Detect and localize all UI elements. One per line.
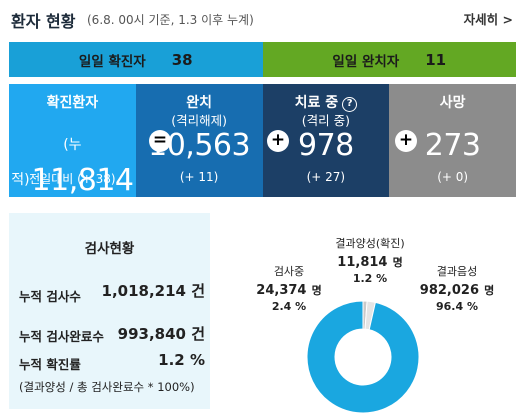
help-icon[interactable]: ? [342,97,358,112]
label-negative-unit: 명 [484,284,495,297]
stat-released-subtitle: (격리해제) [171,113,227,128]
stat-confirmed-value-line: (누적)11,814 [9,128,136,198]
daily-summary: 일일 확진자 38 일일 완치자 11 [9,42,516,77]
daily-confirmed-value: 38 [171,50,193,69]
stat-released-title: 완치 [186,95,212,111]
daily-released-box: 일일 완치자 11 [262,42,516,77]
label-positive-count: 11,814 [337,255,388,270]
label-positive-unit: 명 [392,256,403,269]
stat-treatment-diff: (+ 27) [306,170,346,184]
label-testing: 검사중 24,374 명 2.4 % [249,263,329,313]
test-row-value: 993,840 건 [117,325,205,343]
stat-confirmed: 확진환자 (누적)11,814 전일대비 (+ 38) [9,84,136,198]
donut-chart-svg [306,300,420,414]
detail-link[interactable]: 자세히 > [463,12,513,27]
stat-confirmed-title: 확진환자 [46,95,99,111]
stat-deaths-diff: (+ 0) [437,170,469,184]
stat-deaths-value: 273 [424,128,481,163]
label-testing-title: 검사중 [273,265,305,278]
equals-icon: = [149,130,171,152]
donut-chart [305,299,421,415]
test-row-value: 1,018,214 건 [101,282,205,300]
stat-treatment-title: 치료 중 [294,95,339,111]
stat-treatment: 치료 중? (격리 중) 978 (+ 27) [262,84,390,197]
stat-confirmed-prefix: (누적) [11,137,82,188]
daily-released-label: 일일 완치자 [332,53,400,70]
page-subtitle: (6.8. 00시 기준, 1.3 이후 누계) [87,13,254,27]
daily-confirmed-box: 일일 확진자 38 [9,42,263,77]
stats-panel: 확진환자 (누적)11,814 전일대비 (+ 38) 완치 (격리해제) 10… [9,84,516,198]
test-summary: 검사현황 누적 검사수 1,018,214 건 누적 검사완료수 993,840… [9,213,210,409]
header: 환자 현황 (6.8. 00시 기준, 1.3 이후 누계) 자세히 > [0,0,525,36]
label-testing-count: 24,374 [256,283,307,298]
slice-negative [306,300,420,414]
label-negative-pct: 96.4 % [436,300,478,313]
label-positive-pct: 1.2 % [352,272,388,285]
daily-released-value: 11 [425,50,447,69]
test-row-label: 누적 검사수 [19,289,81,304]
plus-icon: + [267,130,289,152]
label-testing-pct: 2.4 % [271,300,307,313]
test-title: 검사현황 [84,241,135,257]
label-positive-title: 결과양성(확진) [335,237,405,250]
label-negative-count: 982,026 [419,283,479,298]
test-row-label: 누적 확진률 [19,357,81,372]
stat-deaths-title: 사망 [439,95,466,111]
stat-confirmed-value: 11,814 [31,163,134,198]
label-positive: 결과양성(확진) 11,814 명 1.2 % [315,235,425,285]
test-panel: 검사현황 누적 검사수 1,018,214 건 누적 검사완료수 993,840… [9,213,516,414]
page-title: 환자 현황 [11,12,76,31]
stat-treatment-value: 978 [297,128,354,163]
test-row-label: 누적 검사완료수 [19,329,104,344]
daily-confirmed-label: 일일 확진자 [78,53,146,70]
stat-released-diff: (+ 11) [179,170,219,184]
stat-treatment-title-line: 치료 중? [263,92,390,112]
test-row-value: 1.2 % [158,351,205,369]
label-negative-title: 결과음성 [436,265,478,278]
stat-treatment-subtitle: (격리 중) [301,113,350,128]
test-note: (결과양성 / 총 검사완료수 * 100%) [19,380,195,394]
stat-confirmed-diff: 전일대비 (+ 38) [29,172,116,186]
label-testing-unit: 명 [311,284,322,297]
label-negative: 결과음성 982,026 명 96.4 % [407,263,507,313]
plus-icon: + [395,130,417,152]
